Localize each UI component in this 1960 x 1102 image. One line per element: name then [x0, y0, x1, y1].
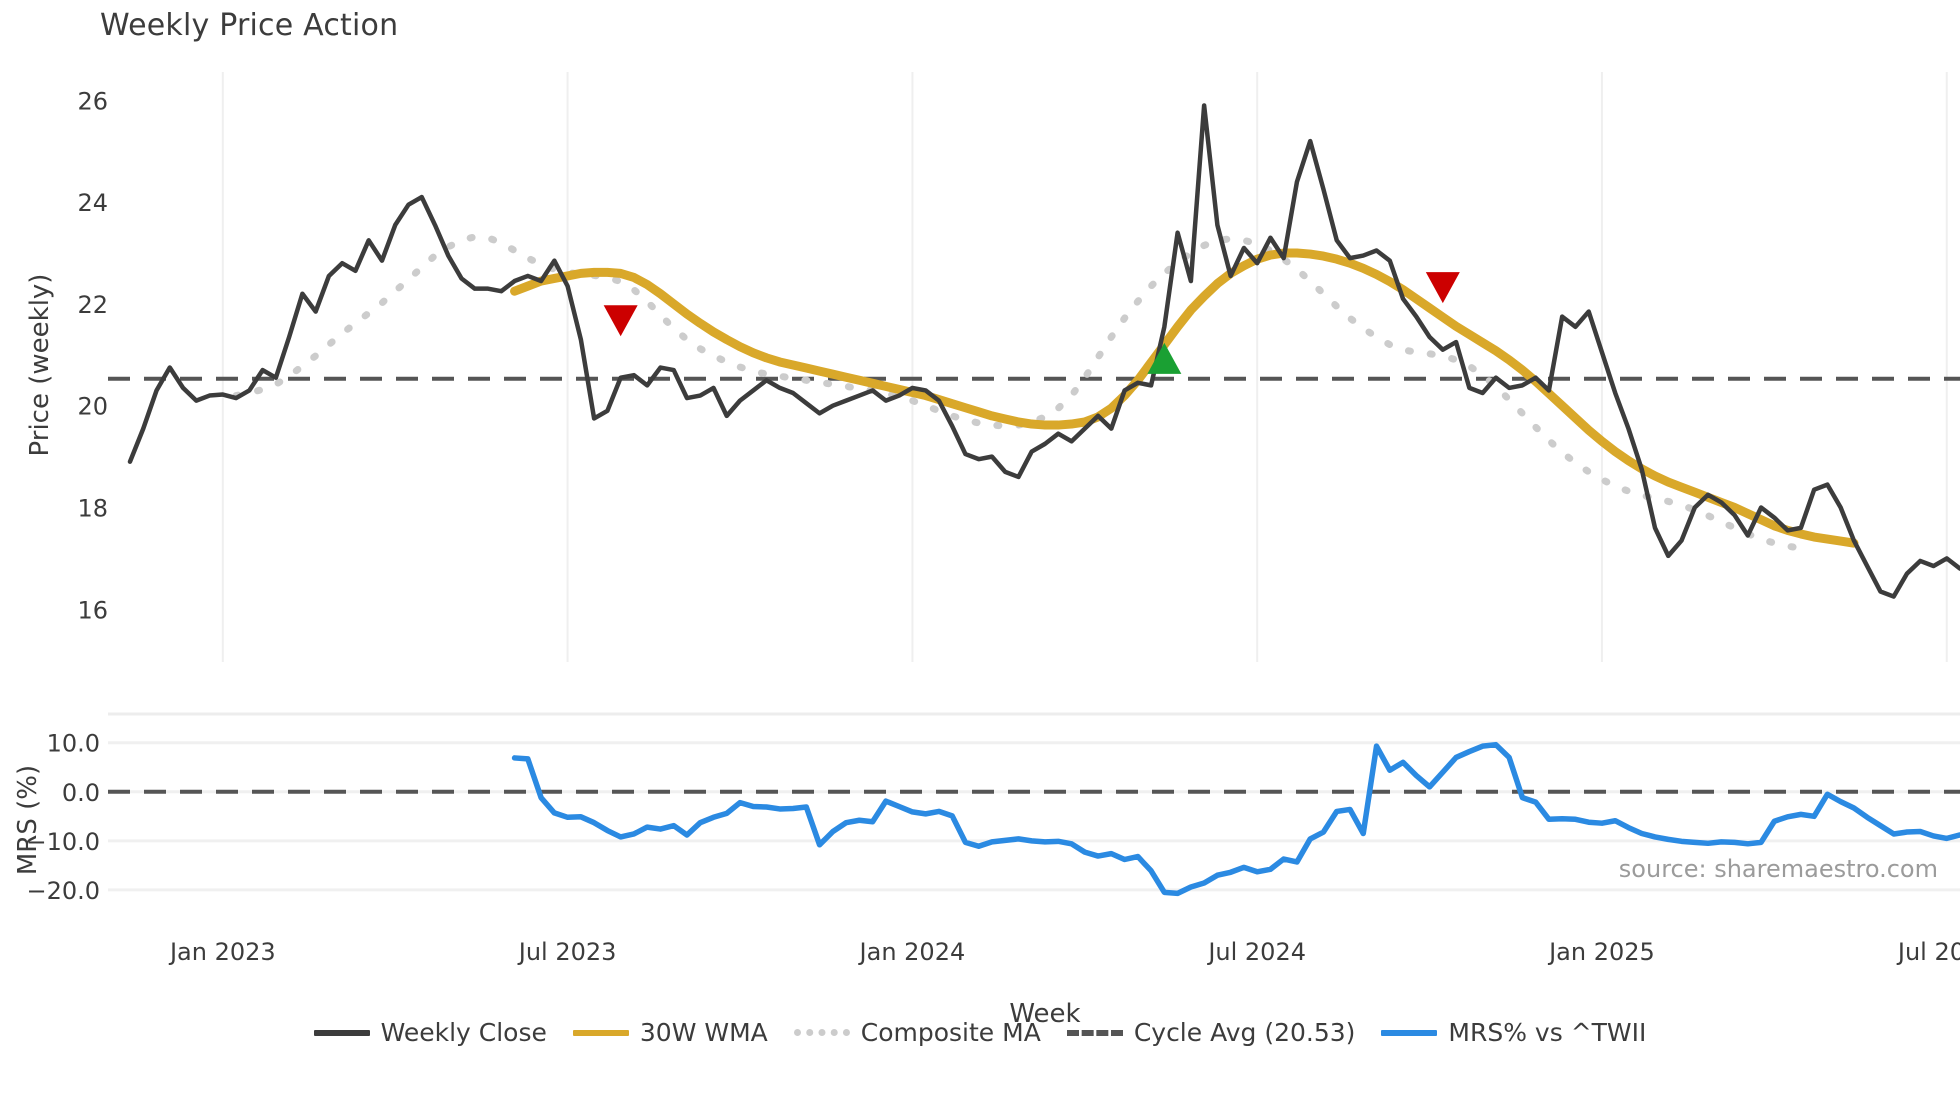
x-tick-label: Jan 2025 [1547, 938, 1655, 966]
legend-item[interactable]: Composite MA [793, 1018, 1041, 1047]
x-tick-label: Jan 2024 [858, 938, 966, 966]
legend-label: MRS% vs ^TWII [1448, 1018, 1647, 1047]
mrs-panel-series [108, 741, 1960, 897]
legend-label: Composite MA [860, 1018, 1041, 1047]
price-y-tick-label: 24 [77, 189, 108, 217]
mrs-y-tick-label: −10.0 [26, 828, 100, 856]
gridlines [108, 72, 1960, 892]
legend-swatch-solid-icon [1381, 1029, 1438, 1036]
page-title: Weekly Price Action [100, 8, 399, 43]
price-y-tick-label: 16 [77, 596, 108, 624]
legend-swatch-dotted-icon [793, 1029, 850, 1036]
sell-signal-marker [1425, 272, 1460, 304]
price-y-tick-label: 20 [77, 393, 108, 421]
sell-signal-marker [603, 305, 638, 337]
price-y-tick-label: 18 [77, 495, 108, 523]
price-y-axis-title: Price (weekly) [25, 274, 55, 457]
x-axis-title: Week [1009, 999, 1080, 1029]
x-tick-label: Jul 2024 [1206, 938, 1306, 966]
legend-swatch-solid-icon [572, 1029, 629, 1036]
legend-item[interactable]: Weekly Close [313, 1018, 547, 1047]
mrs-y-tick-label: 10.0 [47, 730, 100, 758]
price-panel-series [108, 103, 1960, 599]
x-tick-label: Jul 2025 [1896, 938, 1960, 966]
legend-label: 30W WMA [639, 1018, 768, 1047]
x-tick-label: Jan 2023 [168, 938, 276, 966]
mrs-y-tick-label: −20.0 [26, 877, 100, 905]
legend-label: Weekly Close [380, 1018, 547, 1047]
price-y-tick-label: 22 [77, 291, 108, 319]
mrs-y-axis-title: MRS (%) [13, 765, 43, 875]
legend-label: Cycle Avg (20.53) [1133, 1018, 1356, 1047]
legend-item[interactable]: Cycle Avg (20.53) [1066, 1018, 1356, 1047]
legend-swatch-dashed-icon [1066, 1029, 1123, 1036]
mrs-y-tick-label: 0.0 [62, 779, 100, 807]
axis-labels: 16 18 20 22 24 26 10.0 0.0 −10.0 −20.0 Jan 2023 Jul… [13, 87, 1960, 1029]
signal-markers [603, 272, 1460, 374]
price-y-tick-label: 26 [77, 87, 108, 115]
chart-legend: Weekly Close 30W WMA Composite MA Cycle Avg… [0, 1018, 1960, 1047]
source-watermark: source: sharemaestro.com [1618, 855, 1938, 883]
legend-swatch-solid-icon [313, 1029, 370, 1036]
buy-signal-marker [1147, 342, 1182, 374]
legend-item[interactable]: 30W WMA [572, 1018, 768, 1047]
legend-item[interactable]: MRS% vs ^TWII [1381, 1018, 1646, 1047]
x-tick-label: Jul 2023 [517, 938, 617, 966]
